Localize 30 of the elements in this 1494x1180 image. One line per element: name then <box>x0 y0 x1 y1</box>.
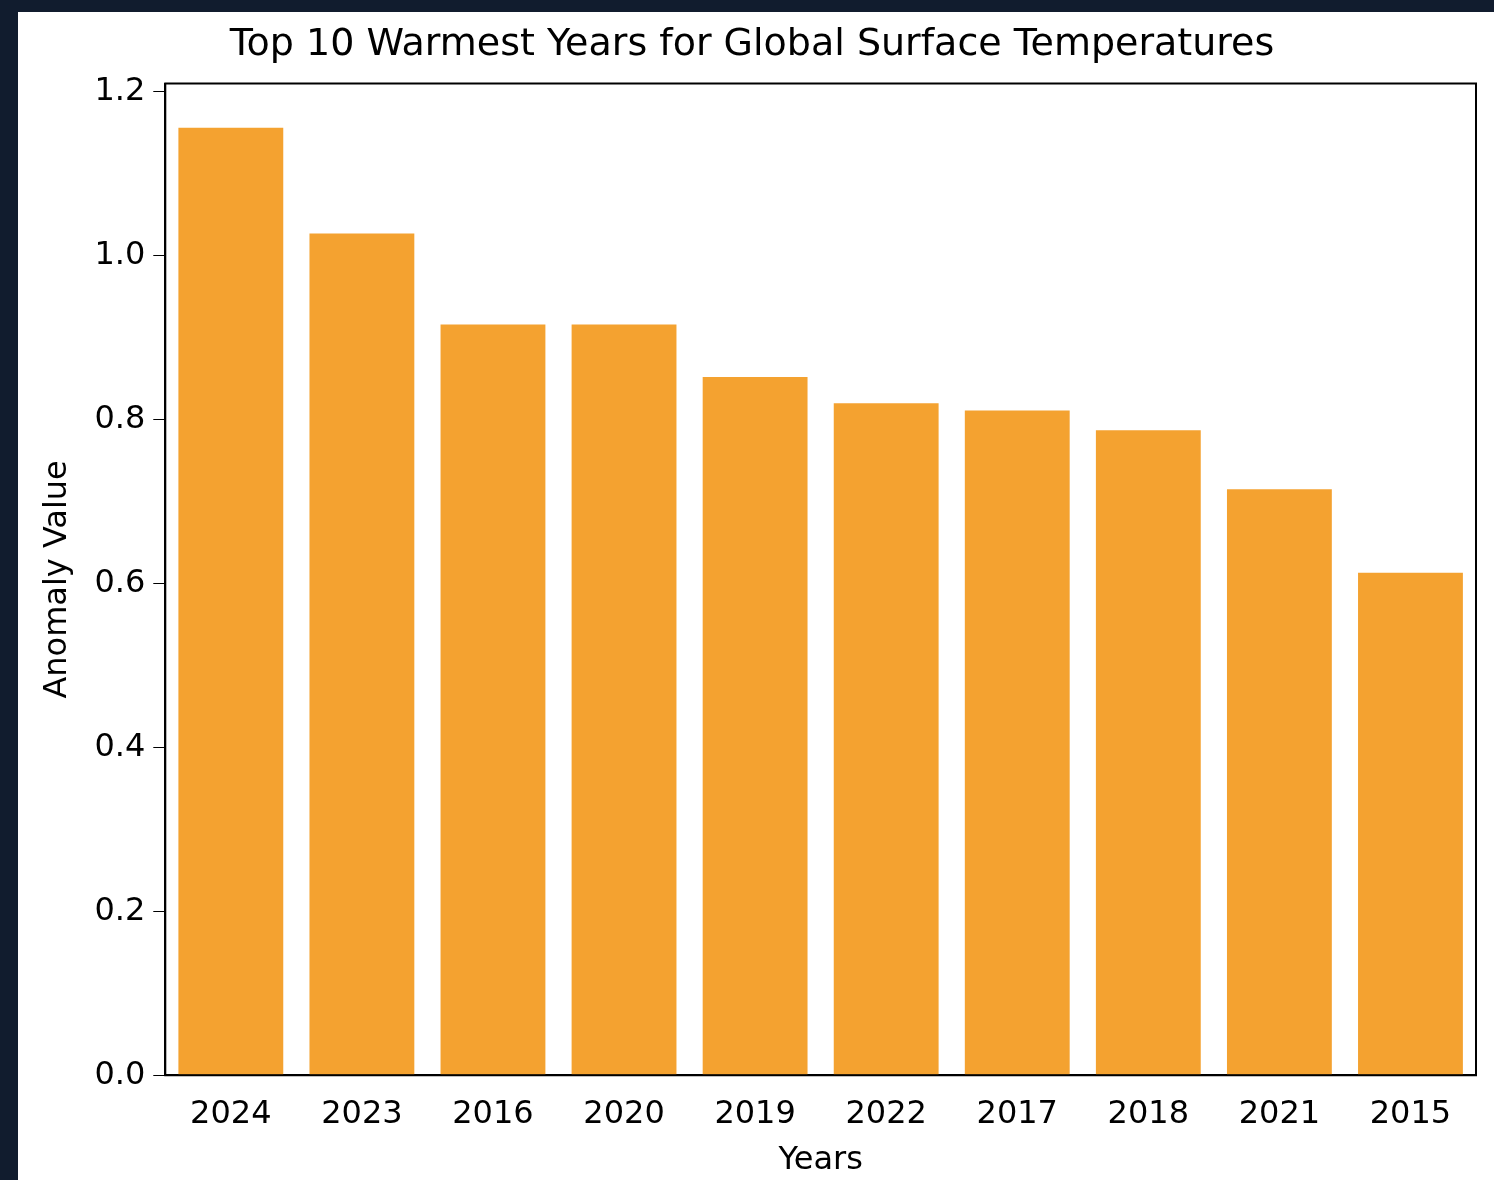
x-tick-label: 2018 <box>1107 1092 1190 1131</box>
bar <box>964 410 1070 1075</box>
y-tick-label: 1.2 <box>94 70 146 109</box>
y-tick-label: 0.8 <box>94 397 146 436</box>
x-tick-label: 2016 <box>452 1092 534 1131</box>
x-tick-label: 2023 <box>321 1092 403 1131</box>
y-tick-label: 0.6 <box>94 561 146 600</box>
y-tick-label: 0.0 <box>94 1053 146 1092</box>
x-tick-label: 2024 <box>190 1092 272 1131</box>
bar <box>309 233 415 1075</box>
y-axis-title: Anomaly Value <box>35 460 74 699</box>
bar <box>1358 572 1463 1075</box>
bar <box>1095 430 1201 1075</box>
y-tick-label: 1.0 <box>94 234 146 273</box>
bar <box>833 403 939 1075</box>
bar <box>1226 489 1332 1075</box>
bar <box>440 324 546 1075</box>
x-tick-label: 2017 <box>976 1092 1058 1131</box>
x-tick-label: 2015 <box>1369 1092 1452 1131</box>
bar <box>702 376 808 1075</box>
x-tick-label: 2019 <box>714 1092 796 1131</box>
x-axis-title: Years <box>777 1139 863 1178</box>
y-tick-label: 0.2 <box>94 889 146 928</box>
x-tick-label: 2020 <box>583 1092 665 1131</box>
bar <box>178 127 284 1075</box>
bar <box>571 324 677 1075</box>
x-tick-label: 2022 <box>845 1092 927 1131</box>
x-tick-label: 2021 <box>1238 1092 1321 1131</box>
chart-title: Top 10 Warmest Years for Global Surface Temperatures <box>228 19 1275 64</box>
y-tick-label: 0.4 <box>94 725 146 764</box>
